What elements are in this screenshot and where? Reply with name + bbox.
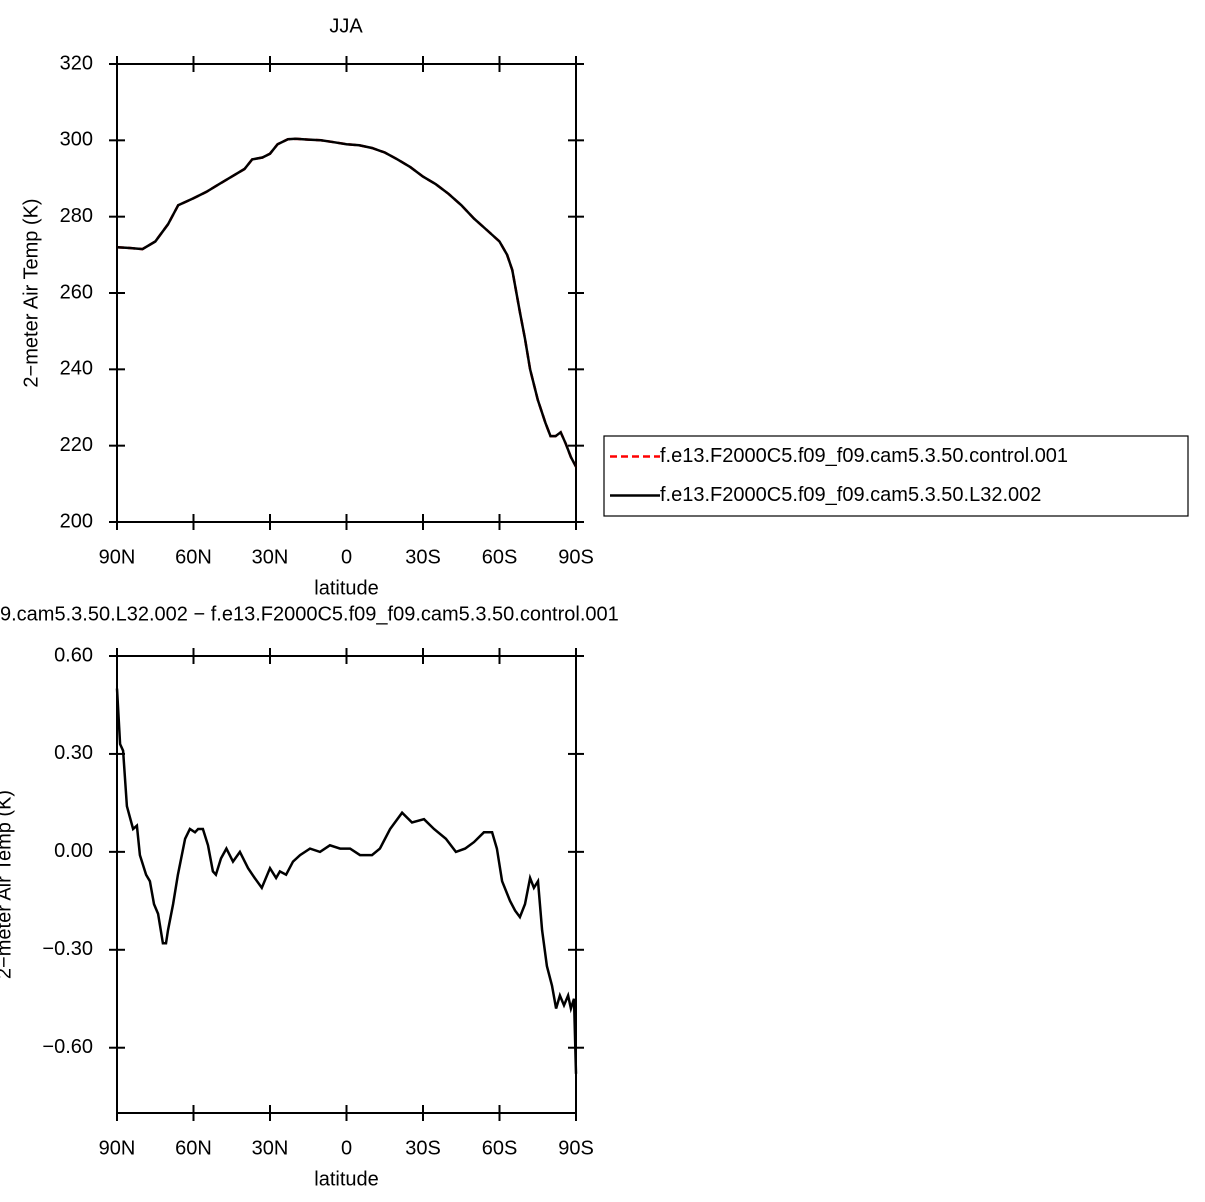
y-tick-label: 320 [60, 52, 93, 74]
y-tick-label: −0.30 [42, 938, 93, 960]
x-tick-label: 90N [99, 1137, 136, 1159]
x-tick-label: 60S [482, 546, 518, 568]
x-axis-label: latitude [314, 1168, 379, 1190]
x-tick-label: 30N [252, 546, 289, 568]
y-tick-label: 280 [60, 205, 93, 227]
x-tick-label: 60N [175, 1137, 212, 1159]
data-line [115, 688, 578, 1074]
x-tick-label: 0 [341, 1137, 352, 1159]
chart-title: 9.cam5.3.50.L32.002 − f.e13.F2000C5.f09_… [0, 603, 619, 625]
y-tick-label: 200 [60, 510, 93, 532]
x-tick-label: 90N [99, 546, 136, 568]
data-line [116, 137, 578, 468]
x-tick-label: 0 [341, 546, 352, 568]
x-tick-label: 60S [482, 1137, 518, 1159]
y-tick-label: 260 [60, 281, 93, 303]
x-axis-label: latitude [314, 577, 379, 599]
legend-label: f.e13.F2000C5.f09_f09.cam5.3.50.control.… [660, 445, 1068, 467]
plot-frame [116, 63, 577, 523]
y-tick-label: 0.30 [54, 742, 93, 764]
y-tick-label: 300 [60, 129, 93, 151]
y-tick-label: 0.00 [54, 840, 93, 862]
y-axis-label: 2−meter Air Temp (K) [0, 790, 15, 979]
x-tick-label: 30S [405, 546, 441, 568]
x-tick-label: 90S [558, 1137, 594, 1159]
y-tick-label: −0.60 [42, 1036, 93, 1058]
legend-box [603, 435, 1189, 517]
legend-label: f.e13.F2000C5.f09_f09.cam5.3.50.L32.002 [660, 484, 1041, 506]
y-axis-label: 2−meter Air Temp (K) [20, 198, 42, 387]
chart-title: JJA [329, 15, 363, 37]
x-tick-label: 90S [558, 546, 594, 568]
y-tick-label: 240 [60, 358, 93, 380]
x-tick-label: 30N [252, 1137, 289, 1159]
x-tick-label: 30S [405, 1137, 441, 1159]
y-tick-label: 220 [60, 434, 93, 456]
y-tick-label: 0.60 [54, 644, 93, 666]
plot-frame [116, 655, 577, 1114]
data-line [116, 137, 578, 468]
x-tick-label: 60N [175, 546, 212, 568]
